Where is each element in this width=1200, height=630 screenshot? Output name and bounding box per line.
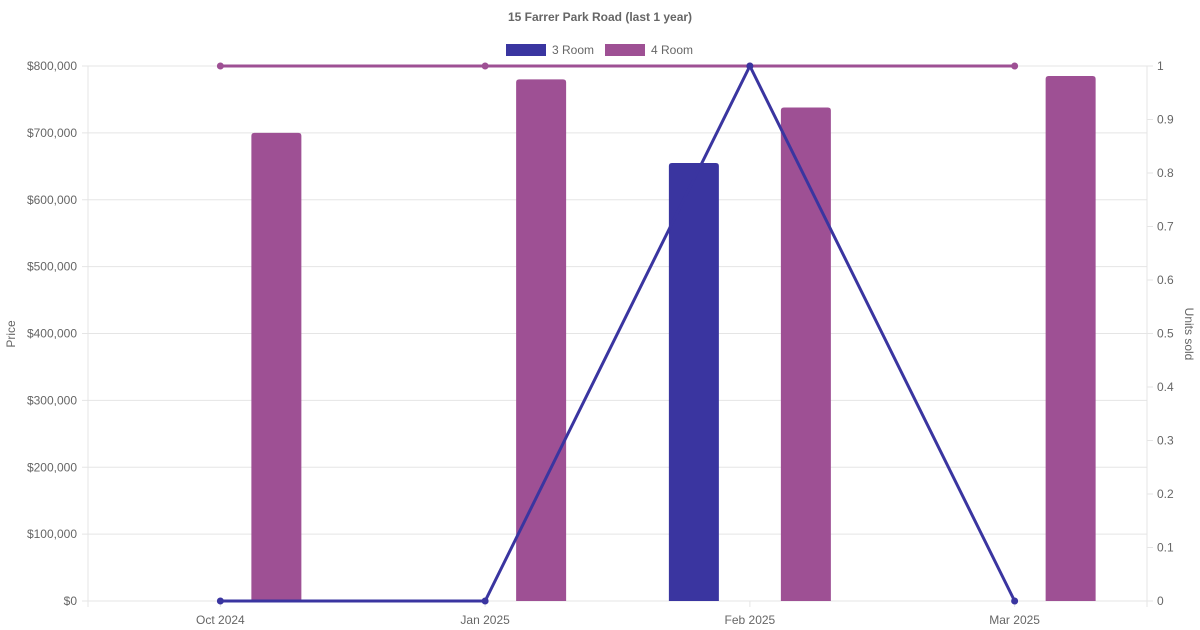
y2-tick-label: 0.9 (1157, 113, 1174, 127)
y-axis-title: Price (4, 320, 18, 348)
y2-tick-label: 0.1 (1157, 541, 1174, 555)
point-3-room (1011, 597, 1019, 605)
y-tick-label: $800,000 (27, 59, 77, 73)
point-4-room (481, 62, 489, 70)
y2-tick-label: 0 (1157, 594, 1164, 608)
legend-swatch[interactable] (605, 44, 645, 56)
y-tick-label: $200,000 (27, 460, 77, 474)
bar-4-room (251, 132, 302, 601)
y-axis-left: $0 $100,000 $200,000 $300,000 $400,000 $500,0… (27, 59, 88, 608)
legend-label[interactable]: 3 Room (552, 43, 594, 57)
y2-tick-label: 0.7 (1157, 220, 1174, 234)
point-3-room (216, 597, 224, 605)
bar-4-room (516, 79, 567, 601)
y-tick-label: $0 (64, 594, 78, 608)
x-tick-label: Feb 2025 (725, 613, 776, 627)
legend-swatch[interactable] (506, 44, 546, 56)
point-4-room (1011, 62, 1019, 70)
y2-tick-label: 0.8 (1157, 166, 1174, 180)
lines (216, 62, 1019, 605)
y-tick-label: $700,000 (27, 126, 77, 140)
legend: 3 Room 4 Room (506, 43, 693, 57)
point-3-room (746, 62, 754, 70)
y-tick-label: $300,000 (27, 393, 77, 407)
point-3-room (481, 597, 489, 605)
bar-4-room (1045, 76, 1096, 601)
y-tick-label: $400,000 (27, 327, 77, 341)
y2-tick-label: 0.6 (1157, 273, 1174, 287)
y2-tick-label: 0.2 (1157, 487, 1174, 501)
chart-title: 15 Farrer Park Road (last 1 year) (508, 10, 692, 24)
y-tick-label: $100,000 (27, 527, 77, 541)
y2-tick-label: 0.3 (1157, 434, 1174, 448)
bars (251, 76, 1096, 602)
y-tick-label: $600,000 (27, 193, 77, 207)
line-3-room (220, 62, 1016, 603)
x-tick-label: Mar 2025 (989, 613, 1040, 627)
bar-3-room (668, 162, 719, 601)
y-tick-label: $500,000 (27, 260, 77, 274)
y2-axis-title: Units sold (1182, 308, 1196, 361)
y2-tick-label: 0.4 (1157, 380, 1174, 394)
x-tick-label: Oct 2024 (196, 613, 245, 627)
x-tick-label: Jan 2025 (460, 613, 510, 627)
bar-4-room (780, 107, 831, 602)
y2-tick-label: 1 (1157, 59, 1164, 73)
point-4-room (216, 62, 224, 70)
legend-label[interactable]: 4 Room (651, 43, 693, 57)
x-axis: Oct 2024 Jan 2025 Feb 2025 Mar 2025 (196, 601, 1040, 627)
y-axis-right: 0 0.1 0.2 0.3 0.4 0.5 0.6 0.7 0.8 0.9 1 (1147, 59, 1174, 608)
y2-tick-label: 0.5 (1157, 327, 1174, 341)
